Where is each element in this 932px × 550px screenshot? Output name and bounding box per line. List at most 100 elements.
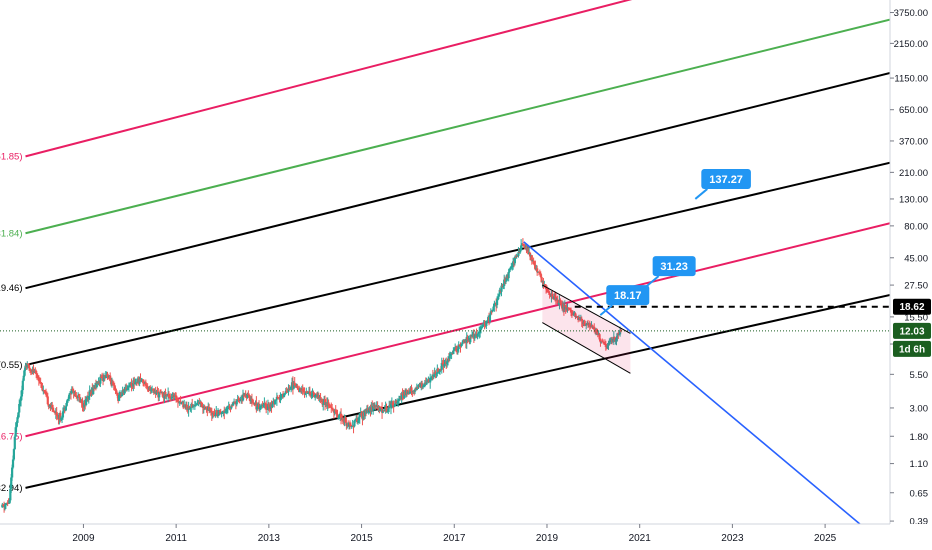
price-axis[interactable]: 0.390.651.101.803.005.509.5015.5027.5045… <box>889 0 932 528</box>
candle <box>273 399 277 405</box>
candle-body <box>544 284 547 288</box>
candle <box>559 298 562 306</box>
candle <box>401 388 404 401</box>
candle-body <box>538 272 541 274</box>
candle-body <box>488 314 492 322</box>
time-axis[interactable]: 2009 2011 2013 2015 2017 2019 2021 2023 2025 <box>0 523 932 550</box>
candle <box>304 393 307 396</box>
candle-body <box>532 260 535 264</box>
candle-body <box>128 385 131 387</box>
candle <box>331 403 334 410</box>
candle-body <box>386 411 389 413</box>
candle-body <box>339 413 343 420</box>
candle-body <box>226 408 229 410</box>
candle <box>532 257 535 265</box>
candle-body <box>27 364 31 369</box>
y-tick-label: 1150.00 <box>894 74 928 85</box>
candle-body <box>45 394 48 397</box>
candle-body <box>563 305 566 310</box>
candle <box>298 387 302 393</box>
candle <box>293 377 296 387</box>
candle-body <box>310 394 313 396</box>
candle <box>522 243 525 249</box>
candle-body <box>8 500 11 504</box>
candle <box>417 384 420 389</box>
candle-body <box>244 393 247 398</box>
candle-body <box>559 300 562 303</box>
candle <box>452 347 455 355</box>
candle-body <box>314 395 317 397</box>
candle-body <box>2 504 5 506</box>
candle-body <box>534 265 537 270</box>
candle <box>230 404 233 410</box>
candle <box>508 268 511 273</box>
candle-body <box>619 330 623 332</box>
candle-body <box>200 402 203 404</box>
candle-body <box>446 358 450 362</box>
y-tick-label: 5.50 <box>910 370 929 381</box>
candle <box>437 367 440 373</box>
candle-body <box>411 391 414 393</box>
candle-body <box>135 382 139 384</box>
candle <box>548 290 551 299</box>
candle <box>217 409 221 416</box>
candle-body <box>47 404 50 407</box>
candle <box>37 375 40 386</box>
target-callout-label: 18.17 <box>614 290 642 302</box>
candle-body <box>331 408 334 410</box>
candle <box>88 385 91 401</box>
candle-body <box>393 405 396 407</box>
candle-body <box>617 333 620 335</box>
x-tick-label: 2025 <box>814 533 837 544</box>
candle <box>26 361 29 370</box>
candle-body <box>569 309 573 313</box>
candle-body <box>41 387 44 391</box>
candle-body <box>309 393 312 396</box>
level-price-tag-bg <box>893 298 931 315</box>
candle <box>512 257 515 270</box>
candle-body <box>522 244 525 247</box>
candle-body <box>509 267 512 269</box>
candle <box>349 422 352 427</box>
candle-body <box>279 397 282 400</box>
candle-body <box>15 422 18 428</box>
plot-area[interactable]: 0(32.94)0.5(16.75)1(0.55)1.618(-19.46)2(… <box>0 0 891 525</box>
candle-body <box>554 296 557 301</box>
candle <box>599 338 602 347</box>
candle-body <box>397 398 401 401</box>
candle-body <box>219 411 222 414</box>
candle <box>252 402 255 405</box>
candlestick-series <box>1 238 623 513</box>
candle <box>109 372 112 382</box>
target-callout-label: 137.27 <box>709 174 743 186</box>
candle-body <box>391 402 394 406</box>
candle-body <box>588 322 591 327</box>
candle-body <box>149 387 152 391</box>
candle-body <box>528 252 532 257</box>
candle-body <box>126 387 130 389</box>
candle <box>596 330 599 338</box>
candle-body <box>540 276 543 283</box>
candle <box>276 395 279 400</box>
candle-body <box>265 403 268 409</box>
candle-body <box>519 250 522 253</box>
candle-body <box>99 376 102 384</box>
y-tick-label: 0.39 <box>910 517 929 528</box>
candle-body <box>437 368 440 373</box>
candle-body <box>232 402 235 406</box>
candle <box>259 405 262 411</box>
candle-body <box>455 350 459 352</box>
candle-body <box>358 413 361 418</box>
candle <box>493 300 496 312</box>
candle-body <box>410 387 413 392</box>
candle-body <box>331 408 335 411</box>
candle-body <box>52 407 55 411</box>
y-tick-label: 370.00 <box>899 136 928 147</box>
candle-body <box>449 354 452 356</box>
candle <box>12 448 16 461</box>
candle-body <box>312 392 315 394</box>
candle-body <box>93 387 96 389</box>
candle <box>457 341 460 353</box>
candle-body <box>514 256 517 258</box>
